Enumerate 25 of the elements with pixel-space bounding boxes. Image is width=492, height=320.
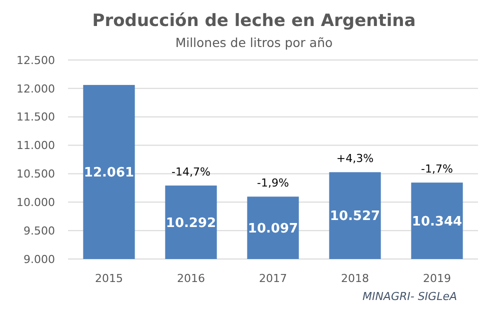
annotation: -1,9%	[257, 176, 289, 190]
y-tick-label: 11.500	[16, 110, 55, 124]
y-tick-label: 11.000	[16, 139, 55, 152]
x-tick-label: 2015	[95, 272, 123, 285]
x-tick-label: 2019	[423, 272, 451, 285]
x-tick-label: 2018	[341, 272, 369, 285]
annotation: +4,3%	[336, 152, 374, 166]
y-tick-label: 12.500	[16, 54, 55, 67]
data-label: 10.292	[166, 216, 216, 231]
y-tick-label: 10.000	[16, 196, 55, 209]
data-label: 10.527	[330, 209, 380, 224]
annotation: -14,7%	[172, 166, 210, 179]
text: MINAGRI- SIGLeA	[362, 290, 457, 303]
x-tick-label: 2017	[259, 272, 287, 285]
data-label: 10.344	[412, 214, 462, 230]
y-tick-label: 9.000	[24, 252, 55, 266]
y-tick-label: 9.500	[24, 224, 55, 238]
chart-title: Producción de leche en Argentina	[92, 11, 416, 31]
chart-subtitle: Millones de litros por año	[175, 35, 333, 50]
data-label: 12.061	[84, 166, 134, 181]
x-tick-label: 2016	[177, 272, 205, 285]
y-tick-label: 12.000	[16, 82, 55, 96]
y-tick-label: 10.500	[16, 168, 55, 181]
annotation: -1,7%	[421, 162, 453, 176]
data-label: 10.097	[248, 221, 298, 236]
